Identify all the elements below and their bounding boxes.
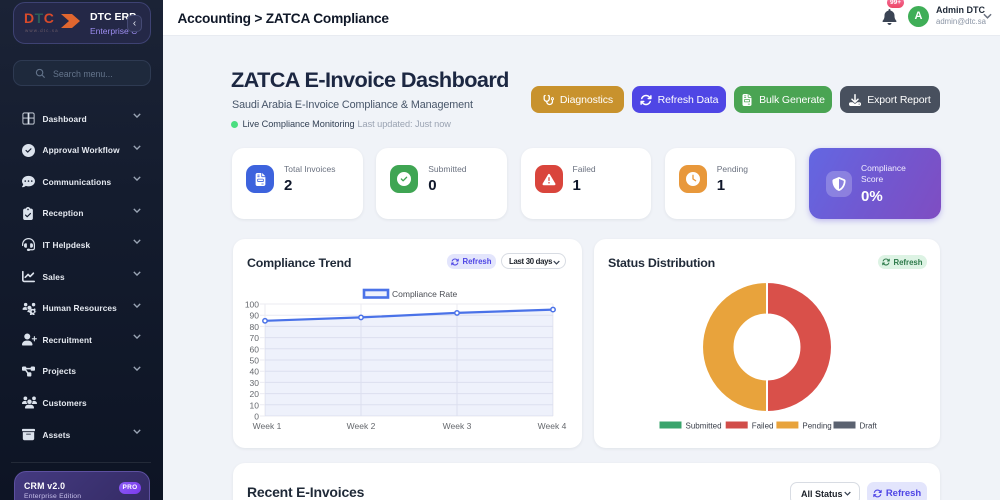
svg-text:0: 0 xyxy=(254,412,259,422)
svg-text:Pending: Pending xyxy=(802,422,831,431)
svg-text:60: 60 xyxy=(250,344,260,354)
svg-text:20: 20 xyxy=(250,389,260,399)
svg-text:Submitted: Submitted xyxy=(686,422,722,431)
svg-text:30: 30 xyxy=(250,378,260,388)
svg-text:70: 70 xyxy=(250,333,260,343)
svg-text:40: 40 xyxy=(250,367,260,377)
svg-text:90: 90 xyxy=(250,311,260,321)
svg-text:Week 1: Week 1 xyxy=(253,421,282,431)
svg-text:50: 50 xyxy=(250,356,260,366)
svg-text:Draft: Draft xyxy=(860,422,878,431)
svg-text:Week 4: Week 4 xyxy=(538,421,567,431)
svg-text:Week 3: Week 3 xyxy=(443,421,472,431)
svg-text:Compliance Rate: Compliance Rate xyxy=(392,289,457,299)
svg-text:10: 10 xyxy=(250,400,260,410)
svg-text:Failed: Failed xyxy=(752,422,774,431)
svg-text:Week 2: Week 2 xyxy=(347,421,376,431)
svg-text:80: 80 xyxy=(250,322,260,332)
svg-text:100: 100 xyxy=(245,300,259,310)
